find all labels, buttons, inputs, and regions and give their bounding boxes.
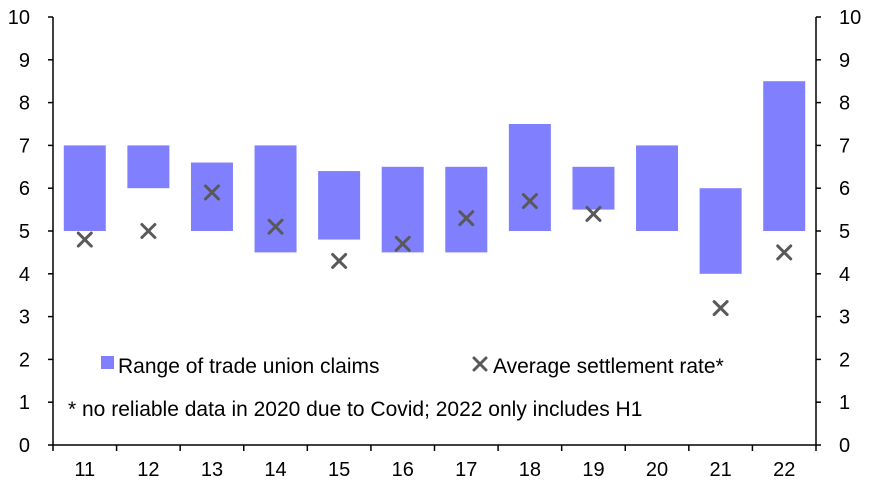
right-tick-label: 3 (839, 307, 850, 329)
x-tick-label: 13 (201, 459, 223, 481)
x-tick-label: 20 (646, 459, 668, 481)
left-tick-label: 6 (19, 178, 30, 200)
claims-range-bar (318, 171, 361, 240)
right-tick-label: 4 (839, 264, 850, 286)
left-tick-label: 4 (19, 264, 30, 286)
claims-range-bar (508, 124, 551, 231)
x-tick-label: 14 (264, 459, 286, 481)
legend-marker-settlement (472, 356, 488, 372)
settlement-marker (267, 218, 284, 235)
right-tick-label: 10 (839, 7, 861, 29)
settlement-marker (331, 252, 348, 269)
legend-label-settlement: Average settlement rate* (493, 355, 724, 378)
left-tick-label: 8 (19, 93, 30, 115)
x-tick-label: 12 (137, 459, 159, 481)
left-tick-label: 2 (19, 349, 30, 371)
x-tick-label: 17 (455, 459, 477, 481)
left-tick-label: 5 (19, 221, 30, 243)
right-axis: 0 1 2 3 4 5 6 7 8 9 10 (815, 7, 861, 457)
x-tick-label: 22 (773, 459, 795, 481)
left-tick-label: 9 (19, 50, 30, 72)
settlement-marker (776, 244, 793, 261)
left-tick-label: 0 (19, 435, 30, 457)
settlement-marker (394, 235, 411, 252)
settlement-marker (203, 184, 220, 201)
settlement-marker (585, 205, 602, 222)
left-tick-label: 10 (8, 7, 30, 29)
settlement-marker (521, 193, 538, 210)
x-tick-label: 16 (392, 459, 414, 481)
x-axis: 11 12 13 14 15 16 17 18 19 20 21 22 (52, 444, 817, 481)
claims-range-bar (381, 166, 424, 253)
claims-range-bar (763, 81, 806, 231)
right-tick-label: 8 (839, 93, 850, 115)
x-tick-label: 11 (74, 459, 95, 481)
x-tick-label: 19 (582, 459, 604, 481)
claims-range-bar (572, 166, 615, 210)
claims-range-bar (445, 166, 488, 253)
x-tick-label: 15 (328, 459, 350, 481)
x-tick-label: 21 (710, 459, 732, 481)
left-axis: 0 1 2 3 4 5 6 7 8 9 10 (8, 7, 54, 457)
right-tick-label: 6 (839, 178, 850, 200)
left-tick-label: 1 (19, 392, 30, 414)
right-tick-label: 2 (839, 349, 850, 371)
claims-range-bar (636, 145, 679, 231)
legend-swatch-range (101, 356, 114, 369)
x-tick-label: 18 (519, 459, 541, 481)
settlement-marker (76, 231, 93, 248)
right-tick-label: 1 (839, 392, 850, 414)
right-tick-label: 9 (839, 50, 850, 72)
right-tick-label: 5 (839, 221, 850, 243)
claims-range-bar (254, 145, 297, 253)
settlement-marker (712, 300, 729, 317)
settlement-marker (140, 223, 157, 239)
legend-label-range: Range of trade union claims (118, 355, 380, 378)
markers (76, 184, 793, 317)
right-tick-label: 0 (839, 435, 850, 457)
chart-note: * no reliable data in 2020 due to Covid;… (68, 398, 642, 421)
claims-range-bar (190, 162, 233, 231)
claims-range-bar (63, 145, 106, 231)
left-tick-label: 7 (19, 135, 30, 157)
claims-range-bar (127, 145, 170, 189)
bars (63, 81, 806, 274)
legend: Range of trade union claims Average sett… (101, 355, 724, 378)
claims-range-bar (699, 188, 742, 274)
left-tick-label: 3 (19, 307, 30, 329)
right-tick-label: 7 (839, 135, 850, 157)
settlement-marker (458, 210, 475, 227)
